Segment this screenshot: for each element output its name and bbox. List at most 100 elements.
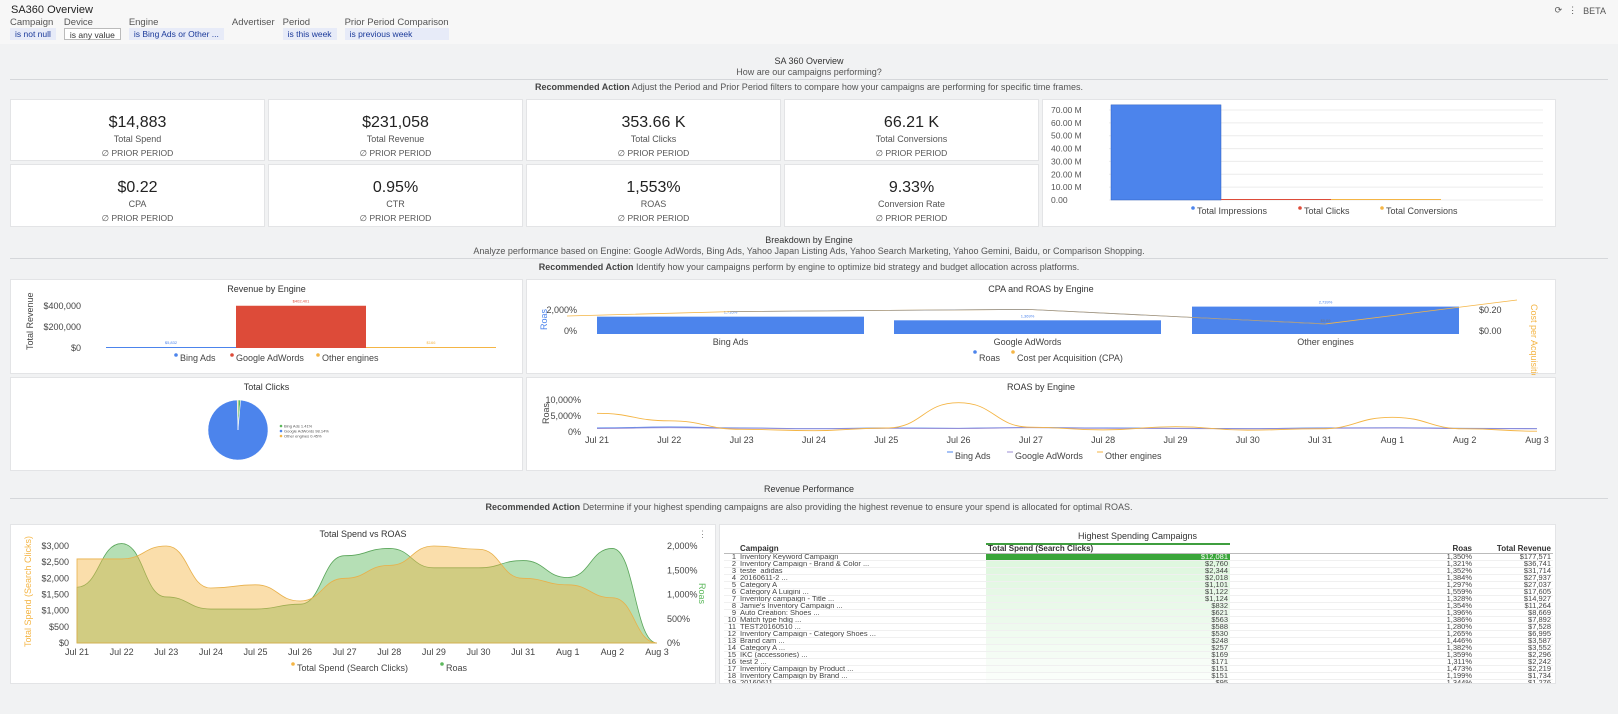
table-row[interactable]: 1 Inventory Keyword Campaign $12,081 1,350%…: [724, 553, 1553, 561]
table-row[interactable]: 3 teste_adidas $2,344 1,352% $31,714: [724, 567, 1553, 575]
roas-cell: 1,328%: [1230, 595, 1474, 603]
kpi-label: Total Revenue: [366, 134, 425, 144]
divider: [10, 498, 1608, 499]
filter-device[interactable]: Device is any value: [63, 17, 121, 40]
kpi-ctr[interactable]: 0.95% CTR ∅ PRIOR PERIOD: [268, 164, 523, 227]
total-revenue-cell: $17,605: [1474, 588, 1553, 596]
legend-label: Bing Ads 1.41%: [284, 424, 313, 429]
roas-by-engine-card[interactable]: ROAS by Engine 10,000% 5,000% 0% Roas Jul 21…: [526, 377, 1556, 471]
row-number: 16: [724, 658, 738, 666]
table-row[interactable]: 15 IKC (accessories) ... $169 1,359% $2,296: [724, 651, 1553, 659]
column-header[interactable]: Campaign: [738, 544, 986, 554]
campaign-name: Category A Luigini ...: [738, 588, 986, 596]
campaign-name: Inventory Campaign by Brand ...: [738, 672, 986, 680]
refresh-icon[interactable]: ⟳: [1554, 5, 1563, 15]
filter-value[interactable]: is Bing Ads or Other ...: [128, 28, 224, 40]
table-row[interactable]: 13 Brand cam ... $248 1,446% $3,587: [724, 637, 1553, 645]
total-revenue-cell: $7,528: [1474, 623, 1553, 631]
y-axis-label: Roas: [539, 308, 549, 330]
legend-label: Google AdWords 98.14%: [284, 429, 329, 434]
kpi-roas[interactable]: 1,553% ROAS ∅ PRIOR PERIOD: [526, 164, 781, 227]
filter-value[interactable]: is previous week: [344, 28, 449, 40]
column-header[interactable]: Total Revenue: [1474, 544, 1553, 554]
table-row[interactable]: 1920160611 ...$951,344%$1,276: [724, 679, 1553, 683]
total-clicks-card[interactable]: Total Clicks Bing Ads 1.41% Google AdWord…: [10, 377, 523, 471]
revenue-by-engine-card[interactable]: Revenue by Engine $400,000 $200,000 $0 Tota…: [10, 279, 523, 374]
more-vertical-icon[interactable]: ⋮: [698, 529, 707, 539]
kpi-prior-period: ∅ PRIOR PERIOD: [101, 213, 174, 223]
kpi-total-clicks[interactable]: 353.66 K Total Clicks ∅ PRIOR PERIOD: [526, 99, 781, 161]
kpi-label: Total Spend: [113, 134, 162, 144]
filter-prior-period[interactable]: Prior Period Comparison is previous week: [344, 17, 449, 40]
x-tick-label: Jul 22: [657, 435, 681, 445]
x-tick-label: Jul 26: [947, 435, 971, 445]
data-label: $5,832: [165, 340, 178, 345]
x-tick-label: Aug 2: [1453, 435, 1477, 445]
total-revenue-cell: $7,892: [1474, 616, 1553, 624]
highest-spending-card[interactable]: Highest Spending Campaigns Campaign Total…: [719, 524, 1556, 684]
table-row[interactable]: 8 Jamie's Inventory Campaign ... $832 1,354…: [724, 602, 1553, 610]
spend-vs-roas-card[interactable]: Total Spend vs ROAS ⋮ $3,000 $2,500 $2,000…: [10, 524, 716, 684]
filter-period[interactable]: Period is this week: [282, 17, 337, 40]
rec-text: Adjust the Period and Prior Period filte…: [631, 82, 1083, 92]
y-tick-label: $2,500: [41, 557, 69, 567]
filter-value[interactable]: is not null: [10, 28, 56, 40]
table-row[interactable]: 17 Inventory Campaign by Product ... $151 1…: [724, 665, 1553, 673]
rec-text: Identify how your campaigns perform by e…: [635, 262, 1080, 272]
table-row[interactable]: 7 Inventory campaign - Title ... $1,124 1,3…: [724, 595, 1553, 603]
column-header[interactable]: Total Spend (Search Clicks): [986, 543, 1230, 554]
legend-marker: [1298, 206, 1302, 210]
table-row[interactable]: 6 Category A Luigini ... $1,122 1,559% $17,6…: [724, 588, 1553, 596]
filter-advertiser[interactable]: Advertiser: [232, 17, 275, 40]
x-tick-label: Other engines: [1297, 337, 1354, 347]
table-row[interactable]: 5 Category A $1,101 1,297% $27,037: [724, 581, 1553, 589]
kpi-total-conversions[interactable]: 66.21 K Total Conversions ∅ PRIOR PERIOD: [784, 99, 1039, 161]
table-row[interactable]: 4 20160611-2 ... $2,018 1,384% $27,937: [724, 574, 1553, 582]
table-row[interactable]: 9 Auto Creation: Shoes ... $621 1,396% $8,66…: [724, 609, 1553, 617]
filter-engine[interactable]: Engine is Bing Ads or Other ...: [128, 17, 224, 40]
filter-label: Advertiser: [231, 17, 275, 28]
data-label: 1,735%: [724, 310, 738, 315]
table-row[interactable]: 2 Inventory Campaign - Brand & Color ... $…: [724, 560, 1553, 568]
table-row[interactable]: 11 TEST20160510 ... $588 1,280% $7,528: [724, 623, 1553, 631]
kpi-cpa[interactable]: $0.22 CPA ∅ PRIOR PERIOD: [10, 164, 265, 227]
filter-campaign[interactable]: Campaign is not null: [10, 17, 56, 40]
row-number: 19: [724, 679, 738, 683]
chart-title: Total Clicks: [243, 382, 290, 392]
legend-marker: [230, 353, 234, 357]
kpi-total-revenue[interactable]: $231,058 Total Revenue ∅ PRIOR PERIOD: [268, 99, 523, 161]
cpa-roas-card[interactable]: CPA and ROAS by Engine 2,000% 0% $0.20 $0.0…: [526, 279, 1556, 410]
revenue-by-engine-chart: $400,000 $200,000 $0 Total Revenue $5,832 $40…: [25, 292, 496, 363]
more-vertical-icon[interactable]: ⋮: [1568, 5, 1578, 15]
roas-cell: 1,311%: [1230, 658, 1474, 666]
table-row[interactable]: 12 Inventory Campaign - Category Shoes ..…: [724, 630, 1553, 638]
table-row[interactable]: 18 Inventory Campaign by Brand ... $151 1,1…: [724, 672, 1553, 680]
kpi-label: Total Conversions: [875, 134, 948, 144]
table-row[interactable]: 16 test 2 ... $171 1,311% $2,242: [724, 658, 1553, 666]
row-number: 8: [724, 602, 738, 610]
totals-chart-card[interactable]: 70.00 M 60.00 M 50.00 M 40.00 M 30.00 M 20.00…: [1042, 99, 1556, 227]
bar-roas-bing-ads: [597, 316, 864, 334]
x-tick-label: Google AdWords: [994, 337, 1062, 347]
table-row[interactable]: 14 Category A ... $257 1,382% $3,552: [724, 644, 1553, 652]
chart-title: CPA and ROAS by Engine: [988, 284, 1094, 294]
roas-by-engine-chart: 10,000% 5,000% 0% Roas Jul 21 Jul 22 Jul 23 Jul…: [541, 395, 1549, 461]
kpi-label: Conversion Rate: [877, 199, 946, 209]
x-tick-label: Jul 27: [1019, 435, 1043, 445]
y2-tick-label: 2,000%: [667, 541, 698, 551]
overview-section-title: SA 360 Overview: [774, 56, 844, 66]
column-header[interactable]: Roas: [1230, 544, 1474, 554]
x-tick-label: Jul 28: [1091, 435, 1115, 445]
filter-value[interactable]: is any value: [63, 28, 121, 40]
total-spend-cell: $248: [986, 637, 1230, 645]
campaign-table: Campaign Total Spend (Search Clicks) Roas T…: [724, 543, 1553, 683]
roas-cell: 1,350%: [1230, 553, 1474, 561]
legend-label: Other engines 0.45%: [284, 434, 322, 439]
table-header-row: Campaign Total Spend (Search Clicks) Roas T…: [724, 543, 1553, 554]
kpi-conversion-rate[interactable]: 9.33% Conversion Rate ∅ PRIOR PERIOD: [784, 164, 1039, 227]
kpi-prior-period: ∅ PRIOR PERIOD: [617, 148, 690, 158]
bar-roas-google-adwords: [894, 320, 1161, 334]
table-row[interactable]: 10 Match type hdig ... $563 1,386% $7,892: [724, 616, 1553, 624]
kpi-total-spend[interactable]: $14,883 Total Spend ∅ PRIOR PERIOD: [10, 99, 265, 161]
filter-value[interactable]: is this week: [282, 28, 337, 40]
